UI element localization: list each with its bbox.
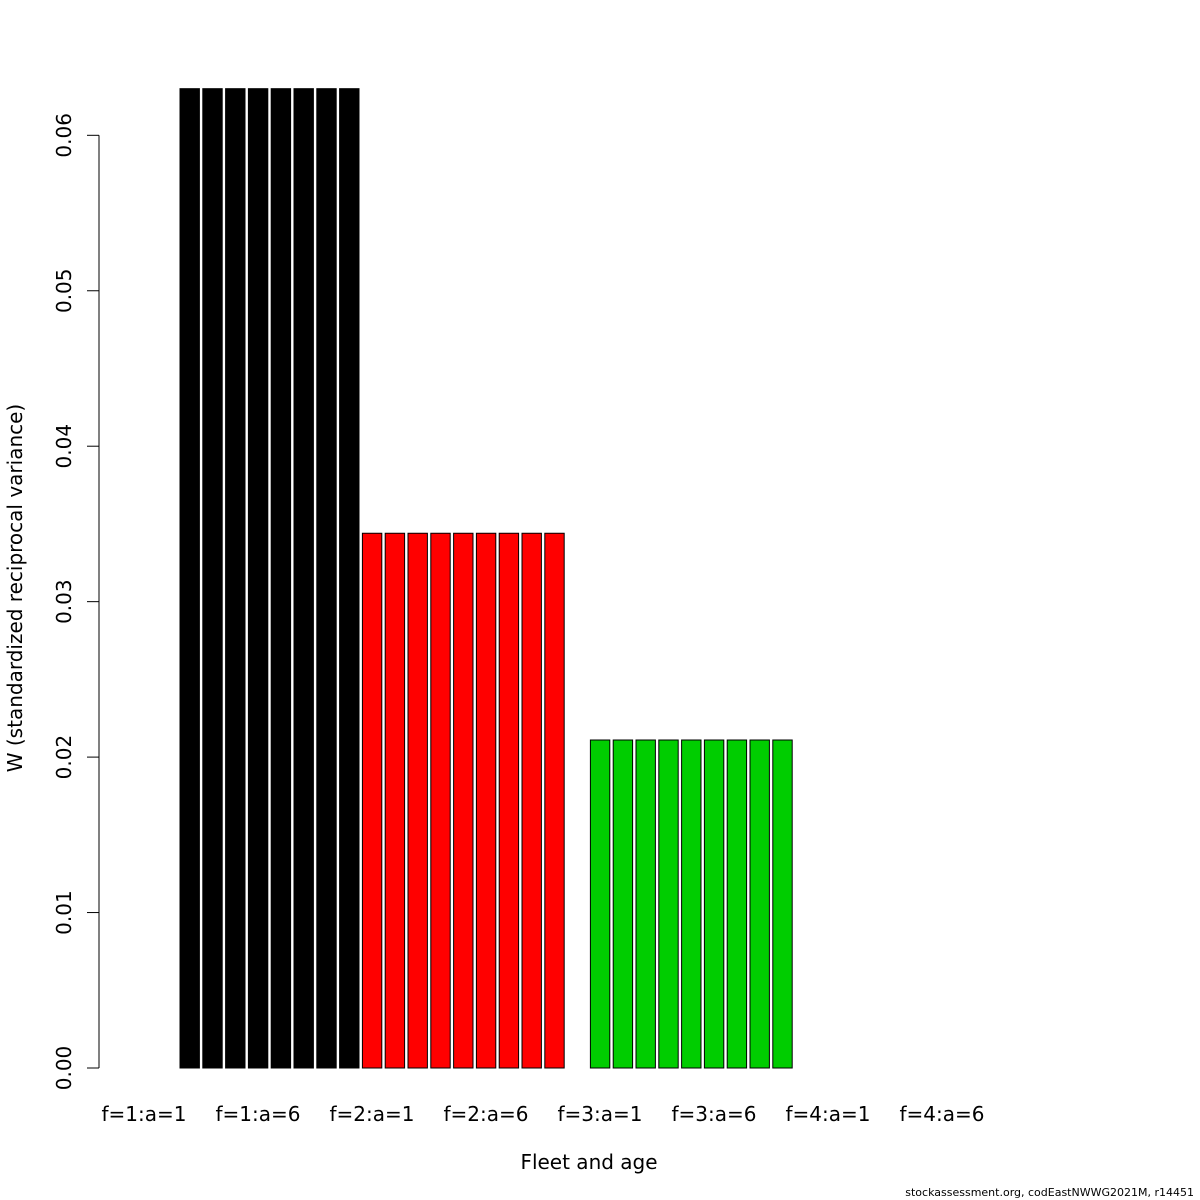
bar-fleet-3 [749,739,770,1069]
y-axis-title: W (standardized reciprocal variance) [3,404,27,773]
bar-fleet-2 [430,532,451,1069]
bar-fleet-2 [361,532,383,1069]
y-tick-label: 0.06 [52,113,76,158]
y-tick-label: 0.02 [52,735,76,780]
bar-fleet-1 [225,88,246,1069]
bar-fleet-3 [772,739,793,1069]
x-tick-label: f=1:a=6 [216,1102,301,1126]
bar-fleet-1 [316,88,337,1069]
bar-fleet-2 [407,532,428,1069]
bar-fleet-1 [202,88,223,1069]
y-tick-label: 0.00 [52,1046,76,1091]
y-tick-label: 0.04 [52,424,76,469]
bar-fleet-3 [681,739,702,1069]
bar-fleet-3 [703,739,725,1069]
y-tick-label: 0.03 [52,579,76,624]
bar-fleet-1 [247,88,269,1069]
x-tick-label: f=1:a=1 [102,1102,187,1126]
x-tick-label: f=4:a=1 [786,1102,871,1126]
bar-fleet-2 [544,532,565,1069]
x-tick-label: f=4:a=6 [900,1102,985,1126]
y-tick-label: 0.01 [52,890,76,935]
x-tick-labels: f=1:a=1 f=1:a=6 f=2:a=1 f=2:a=6 f=3:a=1 f=3:a… [102,1102,985,1126]
bar-fleet-1 [179,88,200,1069]
x-axis-title: Fleet and age [520,1150,657,1174]
x-tick-label: f=3:a=6 [672,1102,757,1126]
bar-fleet-1 [339,88,360,1069]
bar-fleet-2 [453,532,474,1069]
bars [179,88,793,1069]
bar-fleet-3 [589,739,611,1069]
bar-fleet-2 [475,532,497,1069]
bar-fleet-3 [726,739,748,1069]
x-tick-label: f=2:a=1 [330,1102,415,1126]
bar-fleet-3 [612,739,634,1069]
x-tick-label: f=3:a=1 [558,1102,643,1126]
y-tick-label: 0.05 [52,268,76,313]
bar-fleet-1 [270,88,292,1069]
bar-fleet-2 [384,532,406,1069]
bar-fleet-1 [293,88,314,1069]
y-axis: 0.00 0.01 0.02 0.03 0.04 0.05 0.06 [52,113,100,1091]
bar-fleet-3 [658,739,679,1069]
x-tick-label: f=2:a=6 [444,1102,529,1126]
bar-fleet-3 [635,739,656,1069]
bar-fleet-2 [498,532,520,1069]
bar-fleet-2 [521,532,542,1069]
credit-text: stockassessment.org, codEastNWWG2021M, r… [905,1186,1194,1199]
